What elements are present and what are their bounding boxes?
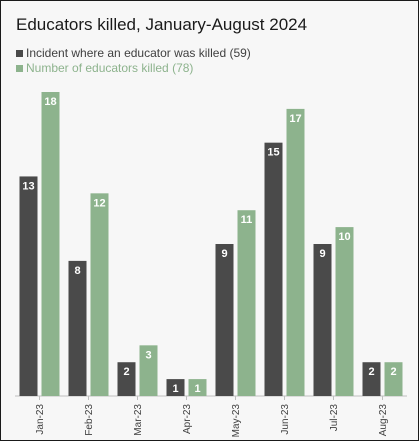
x-tick-label-aug-23: Aug-23 — [378, 404, 389, 437]
bar-educators-apr-23 — [188, 379, 207, 396]
bar-incidents-jul-23 — [313, 244, 332, 396]
legend-label-educators: Number of educators killed (78) — [26, 61, 194, 75]
legend-item-incidents: Incident where an educator was killed (5… — [16, 46, 251, 60]
bar-educators-feb-23 — [90, 193, 109, 396]
data-label-educators-feb-23: 12 — [93, 197, 105, 209]
x-tick-label-feb-23: Feb-23 — [84, 404, 95, 436]
data-label-educators-apr-23: 1 — [194, 383, 200, 395]
data-label-incidents-feb-23: 8 — [74, 265, 80, 277]
bar-incidents-jan-23 — [19, 176, 38, 396]
x-tick-label-mar-23: Mar-23 — [133, 404, 144, 436]
data-label-incidents-aug-23: 2 — [368, 366, 374, 378]
bar-educators-jun-23 — [286, 108, 305, 396]
bar-incidents-may-23 — [215, 244, 234, 396]
bar-incidents-mar-23 — [117, 362, 136, 396]
data-label-educators-aug-23: 2 — [390, 366, 396, 378]
x-tick-label-may-23: May-23 — [231, 404, 242, 438]
data-label-incidents-may-23: 9 — [221, 248, 227, 260]
x-tick-label-jul-23: Jul-23 — [329, 404, 340, 432]
data-label-incidents-apr-23: 1 — [172, 383, 178, 395]
data-label-educators-jun-23: 17 — [289, 113, 301, 125]
x-tick-label-jan-23: Jan-23 — [35, 404, 46, 435]
data-label-incidents-mar-23: 2 — [123, 366, 129, 378]
data-label-incidents-jan-23: 13 — [22, 180, 34, 192]
bar-educators-may-23 — [237, 210, 256, 396]
data-label-incidents-jun-23: 15 — [267, 147, 279, 159]
bar-incidents-jun-23 — [264, 142, 283, 396]
data-label-educators-jul-23: 10 — [338, 231, 350, 243]
legend-label-incidents: Incident where an educator was killed (5… — [26, 46, 251, 60]
bar-educators-jan-23 — [41, 92, 60, 396]
x-tick-label-jun-23: Jun-23 — [280, 404, 291, 435]
bar-educators-aug-23 — [384, 362, 403, 396]
data-label-incidents-jul-23: 9 — [319, 248, 325, 260]
legend-swatch-educators — [16, 64, 23, 72]
bar-incidents-apr-23 — [166, 379, 185, 396]
x-tick-label-apr-23: Apr-23 — [182, 404, 193, 434]
chart-title: Educators killed, January-August 2024 — [16, 15, 308, 34]
legend-item-educators: Number of educators killed (78) — [16, 61, 193, 75]
bar-educators-jul-23 — [335, 227, 354, 396]
bar-educators-mar-23 — [139, 345, 158, 396]
data-label-educators-mar-23: 3 — [145, 349, 151, 361]
legend-swatch-incidents — [16, 49, 23, 57]
data-label-educators-jan-23: 18 — [44, 96, 56, 108]
bar-incidents-feb-23 — [68, 260, 87, 396]
bar-incidents-aug-23 — [362, 362, 381, 396]
data-label-educators-may-23: 11 — [241, 214, 253, 226]
